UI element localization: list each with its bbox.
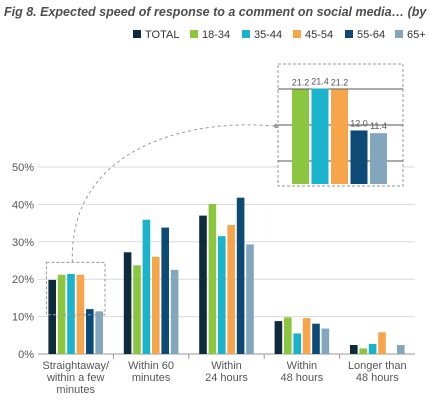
legend-swatch bbox=[190, 30, 198, 38]
legend-label: 18-34 bbox=[202, 29, 230, 41]
x-category-label: within a few bbox=[46, 372, 105, 384]
inset-bar bbox=[292, 89, 309, 184]
bar bbox=[293, 333, 301, 354]
y-tick-label: 20% bbox=[12, 274, 34, 286]
x-category-label: minutes bbox=[56, 384, 95, 396]
legend-label: 55-64 bbox=[357, 29, 385, 41]
bar bbox=[350, 345, 358, 354]
y-tick-label: 30% bbox=[12, 237, 34, 249]
x-category-label: 48 hours bbox=[280, 372, 323, 384]
bars bbox=[48, 197, 405, 354]
zoom-callout: 21.2 21.4 21.2 12.0 11.4 bbox=[45, 63, 404, 316]
bar bbox=[312, 323, 320, 354]
y-tick-label: 40% bbox=[12, 199, 34, 211]
bar bbox=[95, 311, 103, 354]
connector-dot bbox=[273, 123, 279, 129]
bar bbox=[284, 317, 292, 354]
inset-data-label: 21.2 bbox=[292, 77, 310, 87]
bar bbox=[397, 345, 405, 354]
inset-data-label: 21.2 bbox=[331, 77, 349, 87]
bar bbox=[368, 343, 377, 354]
bar bbox=[246, 244, 254, 354]
legend-swatch bbox=[133, 30, 141, 38]
bar bbox=[236, 197, 245, 354]
inset-data-label: 21.4 bbox=[311, 77, 329, 87]
highlight-box bbox=[45, 261, 106, 316]
bar bbox=[67, 273, 75, 354]
x-category-label: Straightaway/ bbox=[42, 360, 110, 372]
x-category-label: Within bbox=[287, 360, 318, 372]
bar bbox=[123, 252, 132, 354]
x-category-label: 24 hours bbox=[205, 372, 248, 384]
y-axis: 0% 10% 20% 30% 40% 50% bbox=[12, 162, 34, 361]
bar bbox=[161, 227, 169, 354]
legend-swatch bbox=[345, 30, 353, 38]
bar bbox=[302, 318, 311, 354]
x-category-label: Within 60 bbox=[128, 360, 174, 372]
inset-data-label: 12.0 bbox=[350, 118, 368, 128]
bar bbox=[227, 224, 235, 354]
inset-bar bbox=[331, 89, 348, 184]
bar bbox=[199, 215, 207, 354]
inset-bar bbox=[370, 133, 387, 184]
legend-swatch bbox=[242, 30, 250, 38]
y-tick-label: 50% bbox=[12, 162, 34, 174]
inset-data-label: 11.4 bbox=[370, 121, 387, 131]
legend-label: TOTAL bbox=[145, 29, 179, 41]
grid bbox=[38, 166, 415, 355]
x-category-label: Longer than bbox=[348, 360, 407, 372]
legend-label: 35-44 bbox=[254, 29, 282, 41]
x-category-label: minutes bbox=[132, 372, 171, 384]
bar bbox=[170, 269, 179, 354]
bar bbox=[378, 332, 386, 354]
bar bbox=[208, 204, 217, 354]
y-tick-label: 10% bbox=[12, 312, 34, 324]
bar bbox=[48, 279, 56, 354]
chart-title: Fig 8. Expected speed of response to a c… bbox=[4, 5, 430, 19]
y-tick-label: 0% bbox=[18, 349, 34, 361]
inset-bar bbox=[350, 130, 368, 184]
bar bbox=[359, 348, 367, 354]
bar bbox=[152, 256, 160, 354]
bar bbox=[133, 265, 141, 354]
bar bbox=[218, 236, 226, 354]
x-category-label: Within bbox=[211, 360, 242, 372]
bar bbox=[321, 328, 330, 354]
bar bbox=[142, 219, 151, 354]
legend-swatch bbox=[395, 30, 403, 38]
x-category-label: 48 hours bbox=[356, 372, 399, 384]
inset-bar bbox=[311, 88, 329, 184]
bar bbox=[274, 321, 283, 354]
connector-line bbox=[71, 124, 275, 263]
bar bbox=[57, 274, 66, 354]
legend: TOTAL 18-34 35-44 45-54 55-64 65+ bbox=[133, 29, 426, 41]
bar bbox=[86, 309, 94, 354]
legend-label: 65+ bbox=[407, 29, 426, 41]
legend-swatch bbox=[293, 30, 301, 38]
legend-label: 45-54 bbox=[305, 29, 333, 41]
